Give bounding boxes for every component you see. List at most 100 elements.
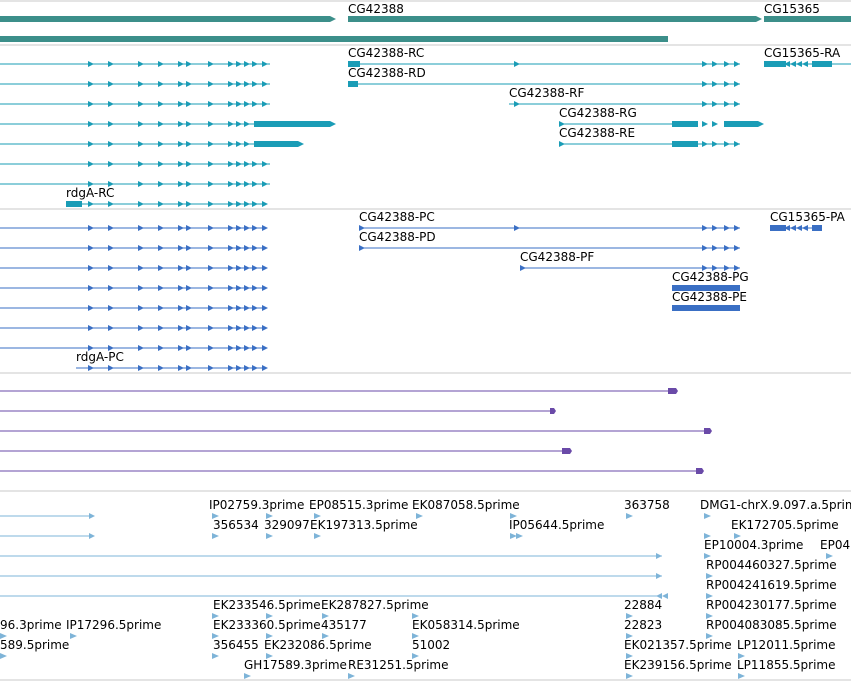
est-feature[interactable] <box>704 513 711 519</box>
est-feature[interactable] <box>412 633 419 639</box>
est-feature[interactable] <box>706 633 713 639</box>
transcript-cg42388-rd[interactable] <box>348 81 740 87</box>
transcript-cg42388-rc[interactable] <box>348 61 740 67</box>
protein-label-pd[interactable]: CG42388-PD <box>359 230 436 244</box>
est-feature[interactable] <box>322 633 329 639</box>
protein-label-pg[interactable]: CG42388-PG <box>672 270 749 284</box>
est-label[interactable]: IP05644.5prime <box>509 518 604 532</box>
est-label[interactable]: EK239156.5prime <box>624 658 732 672</box>
est-feature[interactable] <box>626 673 633 679</box>
est-feature[interactable] <box>314 513 321 519</box>
est-row-5[interactable] <box>0 593 668 599</box>
transcript-label-re[interactable]: CG42388-RE <box>559 126 635 140</box>
est-label[interactable]: 435177 <box>321 618 367 632</box>
est-label[interactable]: RP004241619.5prime <box>706 578 837 592</box>
transcript-label-rc[interactable]: CG42388-RC <box>348 46 424 60</box>
est-label[interactable]: RP004230177.5prime <box>706 598 837 612</box>
est-label[interactable]: EK058314.5prime <box>412 618 520 632</box>
transcript-label-rg[interactable]: CG42388-RG <box>559 106 637 120</box>
est-label[interactable]: EP08515.3prime <box>309 498 408 512</box>
est-feature[interactable] <box>0 653 7 659</box>
est-feature[interactable] <box>212 613 219 619</box>
est-label[interactable]: 329097 <box>264 518 310 532</box>
protein-cg42388-pe[interactable] <box>672 305 740 311</box>
est-label[interactable]: IP02759.3prime <box>209 498 304 512</box>
gene-span-cg42388[interactable] <box>348 16 762 22</box>
est-label[interactable]: EP04 <box>820 538 850 552</box>
est-feature[interactable] <box>322 613 329 619</box>
transcript-label-rd[interactable]: CG42388-RD <box>348 66 426 80</box>
est-feature[interactable] <box>626 633 633 639</box>
est-feature[interactable] <box>704 533 711 539</box>
est-feature[interactable] <box>266 613 273 619</box>
gene-label-cg42388[interactable]: CG42388 <box>348 2 404 16</box>
protein-label-cg15365-pa[interactable]: CG15365-PA <box>770 210 846 224</box>
alignment-3[interactable] <box>0 428 712 434</box>
est-feature[interactable] <box>826 553 833 559</box>
est-label[interactable]: 51002 <box>412 638 450 652</box>
est-feature[interactable] <box>244 673 251 679</box>
transcript-rdga-4[interactable] <box>0 121 336 127</box>
est-feature[interactable] <box>626 513 633 519</box>
est-label[interactable]: 22823 <box>624 618 662 632</box>
est-label[interactable]: 363758 <box>624 498 670 512</box>
est-label[interactable]: 356455 <box>213 638 259 652</box>
est-feature[interactable] <box>266 513 273 519</box>
est-feature[interactable] <box>70 633 77 639</box>
est-feature[interactable] <box>348 673 355 679</box>
est-label[interactable]: EK172705.5prime <box>731 518 839 532</box>
gene-span-rdga[interactable] <box>0 16 336 22</box>
est-feature[interactable] <box>738 653 745 659</box>
est-feature[interactable] <box>416 513 423 519</box>
est-feature[interactable] <box>704 553 711 559</box>
alignment-2[interactable] <box>0 408 556 414</box>
est-label[interactable]: IP17296.5prime <box>66 618 161 632</box>
transcript-rdga-5[interactable] <box>0 141 304 147</box>
alignment-5[interactable] <box>0 468 704 474</box>
transcript-cg42388-rg[interactable] <box>559 121 764 127</box>
est-label[interactable]: EK287827.5prime <box>321 598 429 612</box>
est-feature[interactable] <box>412 613 419 619</box>
est-label[interactable]: RP004460327.5prime <box>706 558 837 572</box>
est-label[interactable]: RE31251.5prime <box>348 658 449 672</box>
gene-label-cg15365[interactable]: CG15365 <box>764 2 820 16</box>
est-feature[interactable] <box>266 633 273 639</box>
est-label[interactable]: 22884 <box>624 598 662 612</box>
est-label[interactable]: EK233360.5prime <box>213 618 321 632</box>
est-feature[interactable] <box>412 653 419 659</box>
est-feature[interactable] <box>626 653 633 659</box>
est-label[interactable]: EK233546.5prime <box>213 598 321 612</box>
est-feature[interactable] <box>212 533 219 539</box>
est-feature[interactable] <box>212 633 219 639</box>
alignment-1[interactable] <box>0 388 678 394</box>
est-feature[interactable] <box>706 593 713 599</box>
est-feature[interactable] <box>314 533 321 539</box>
transcript-label-cg15365-ra[interactable]: CG15365-RA <box>764 46 841 60</box>
est-label[interactable]: 589.5prime <box>0 638 69 652</box>
est-label[interactable]: 356534 <box>213 518 259 532</box>
est-feature[interactable] <box>0 633 7 639</box>
protein-label-pf[interactable]: CG42388-PF <box>520 250 594 264</box>
transcript-label-rf[interactable]: CG42388-RF <box>509 86 585 100</box>
est-feature[interactable] <box>212 513 219 519</box>
est-label[interactable]: LP11855.5prime <box>737 658 836 672</box>
est-label[interactable]: DMG1-chrX.9.097.a.5prim <box>700 498 851 512</box>
protein-cg42388-pg[interactable] <box>672 285 740 291</box>
est-feature[interactable] <box>734 533 741 539</box>
est-feature[interactable] <box>516 533 523 539</box>
est-feature[interactable] <box>626 613 633 619</box>
est-label[interactable]: 96.3prime <box>0 618 62 632</box>
est-feature[interactable] <box>706 613 713 619</box>
est-label[interactable]: EK232086.5prime <box>264 638 372 652</box>
est-feature[interactable] <box>510 513 517 519</box>
protein-label-rdga-pc[interactable]: rdgA-PC <box>76 350 124 364</box>
alignment-4[interactable] <box>0 448 572 454</box>
est-feature[interactable] <box>212 653 219 659</box>
est-label[interactable]: EP10004.3prime <box>704 538 803 552</box>
protein-label-pc[interactable]: CG42388-PC <box>359 210 435 224</box>
est-feature[interactable] <box>266 653 273 659</box>
transcript-label-rdga-rc[interactable]: rdgA-RC <box>66 186 114 200</box>
transcript-cg42388-re[interactable] <box>559 141 740 147</box>
protein-label-pe[interactable]: CG42388-PE <box>672 290 747 304</box>
